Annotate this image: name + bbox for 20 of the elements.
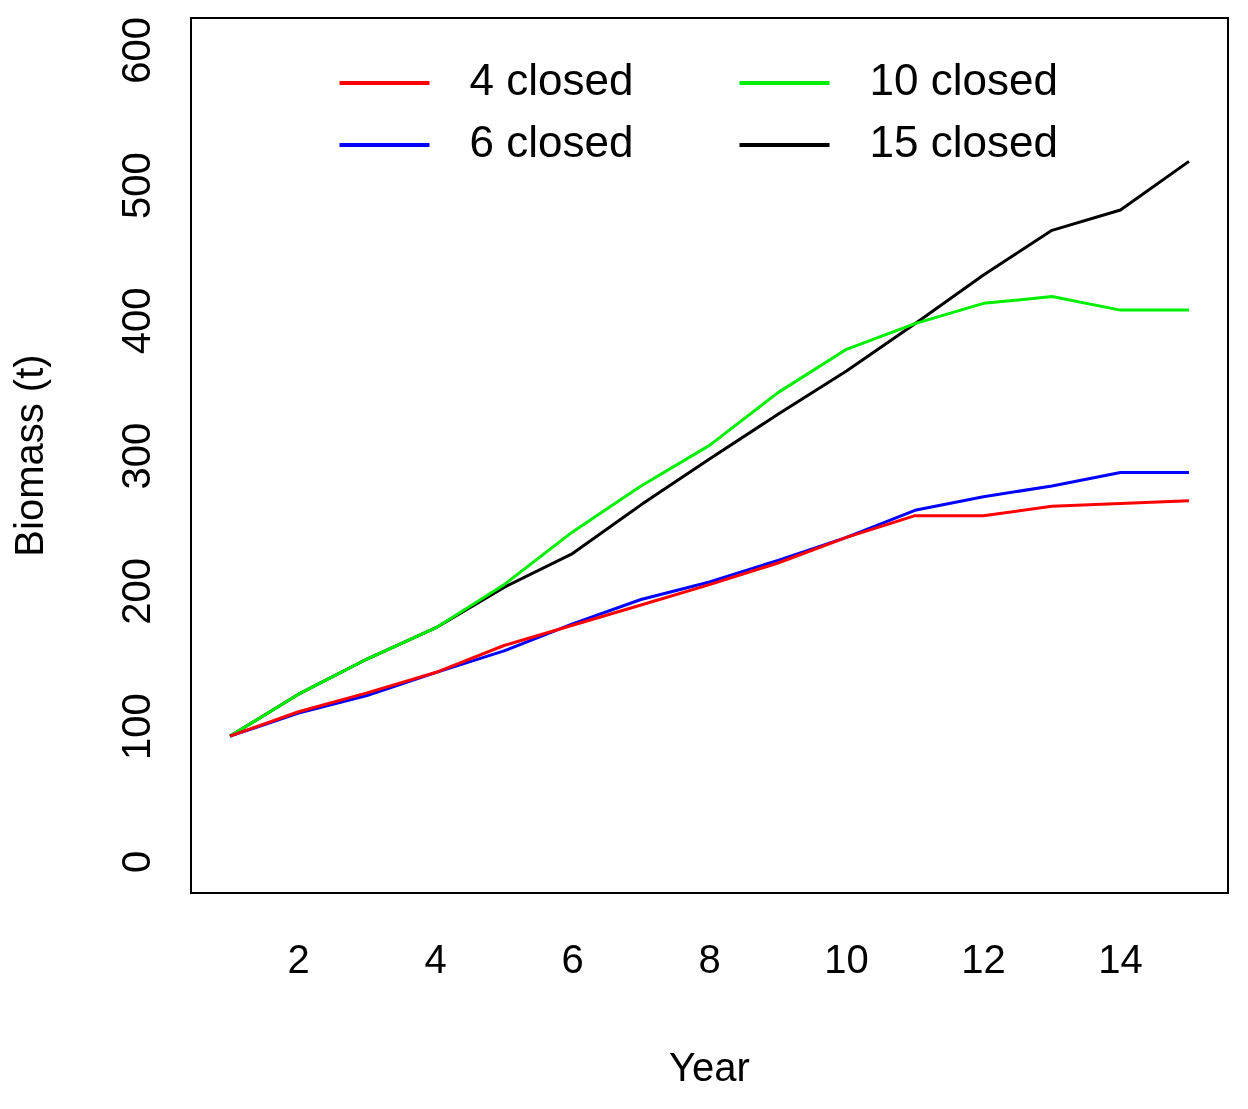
x-tick-label: 12	[961, 937, 1006, 982]
y-tick-label: 100	[114, 693, 159, 761]
y-tick-label: 400	[114, 287, 159, 355]
y-axis-title: Biomass (t)	[7, 354, 52, 557]
x-tick-label: 8	[698, 937, 721, 982]
legend-label: 15 closed	[869, 117, 1058, 167]
legend-label: 10 closed	[869, 55, 1058, 105]
x-tick-label: 10	[824, 937, 869, 982]
x-tick-label: 4	[424, 937, 447, 982]
y-tick-label: 300	[114, 422, 159, 490]
y-tick-label: 0	[114, 850, 159, 874]
x-tick-label: 6	[561, 937, 584, 982]
y-tick-label: 600	[114, 17, 159, 84]
x-axis-title: Year	[669, 1045, 750, 1090]
y-tick-label: 200	[114, 558, 159, 625]
legend-label: 4 closed	[469, 55, 634, 105]
x-tick-label: 14	[1098, 937, 1143, 982]
x-tick-label: 2	[287, 937, 310, 982]
legend-label: 6 closed	[469, 117, 634, 167]
y-tick-label: 500	[114, 152, 159, 220]
